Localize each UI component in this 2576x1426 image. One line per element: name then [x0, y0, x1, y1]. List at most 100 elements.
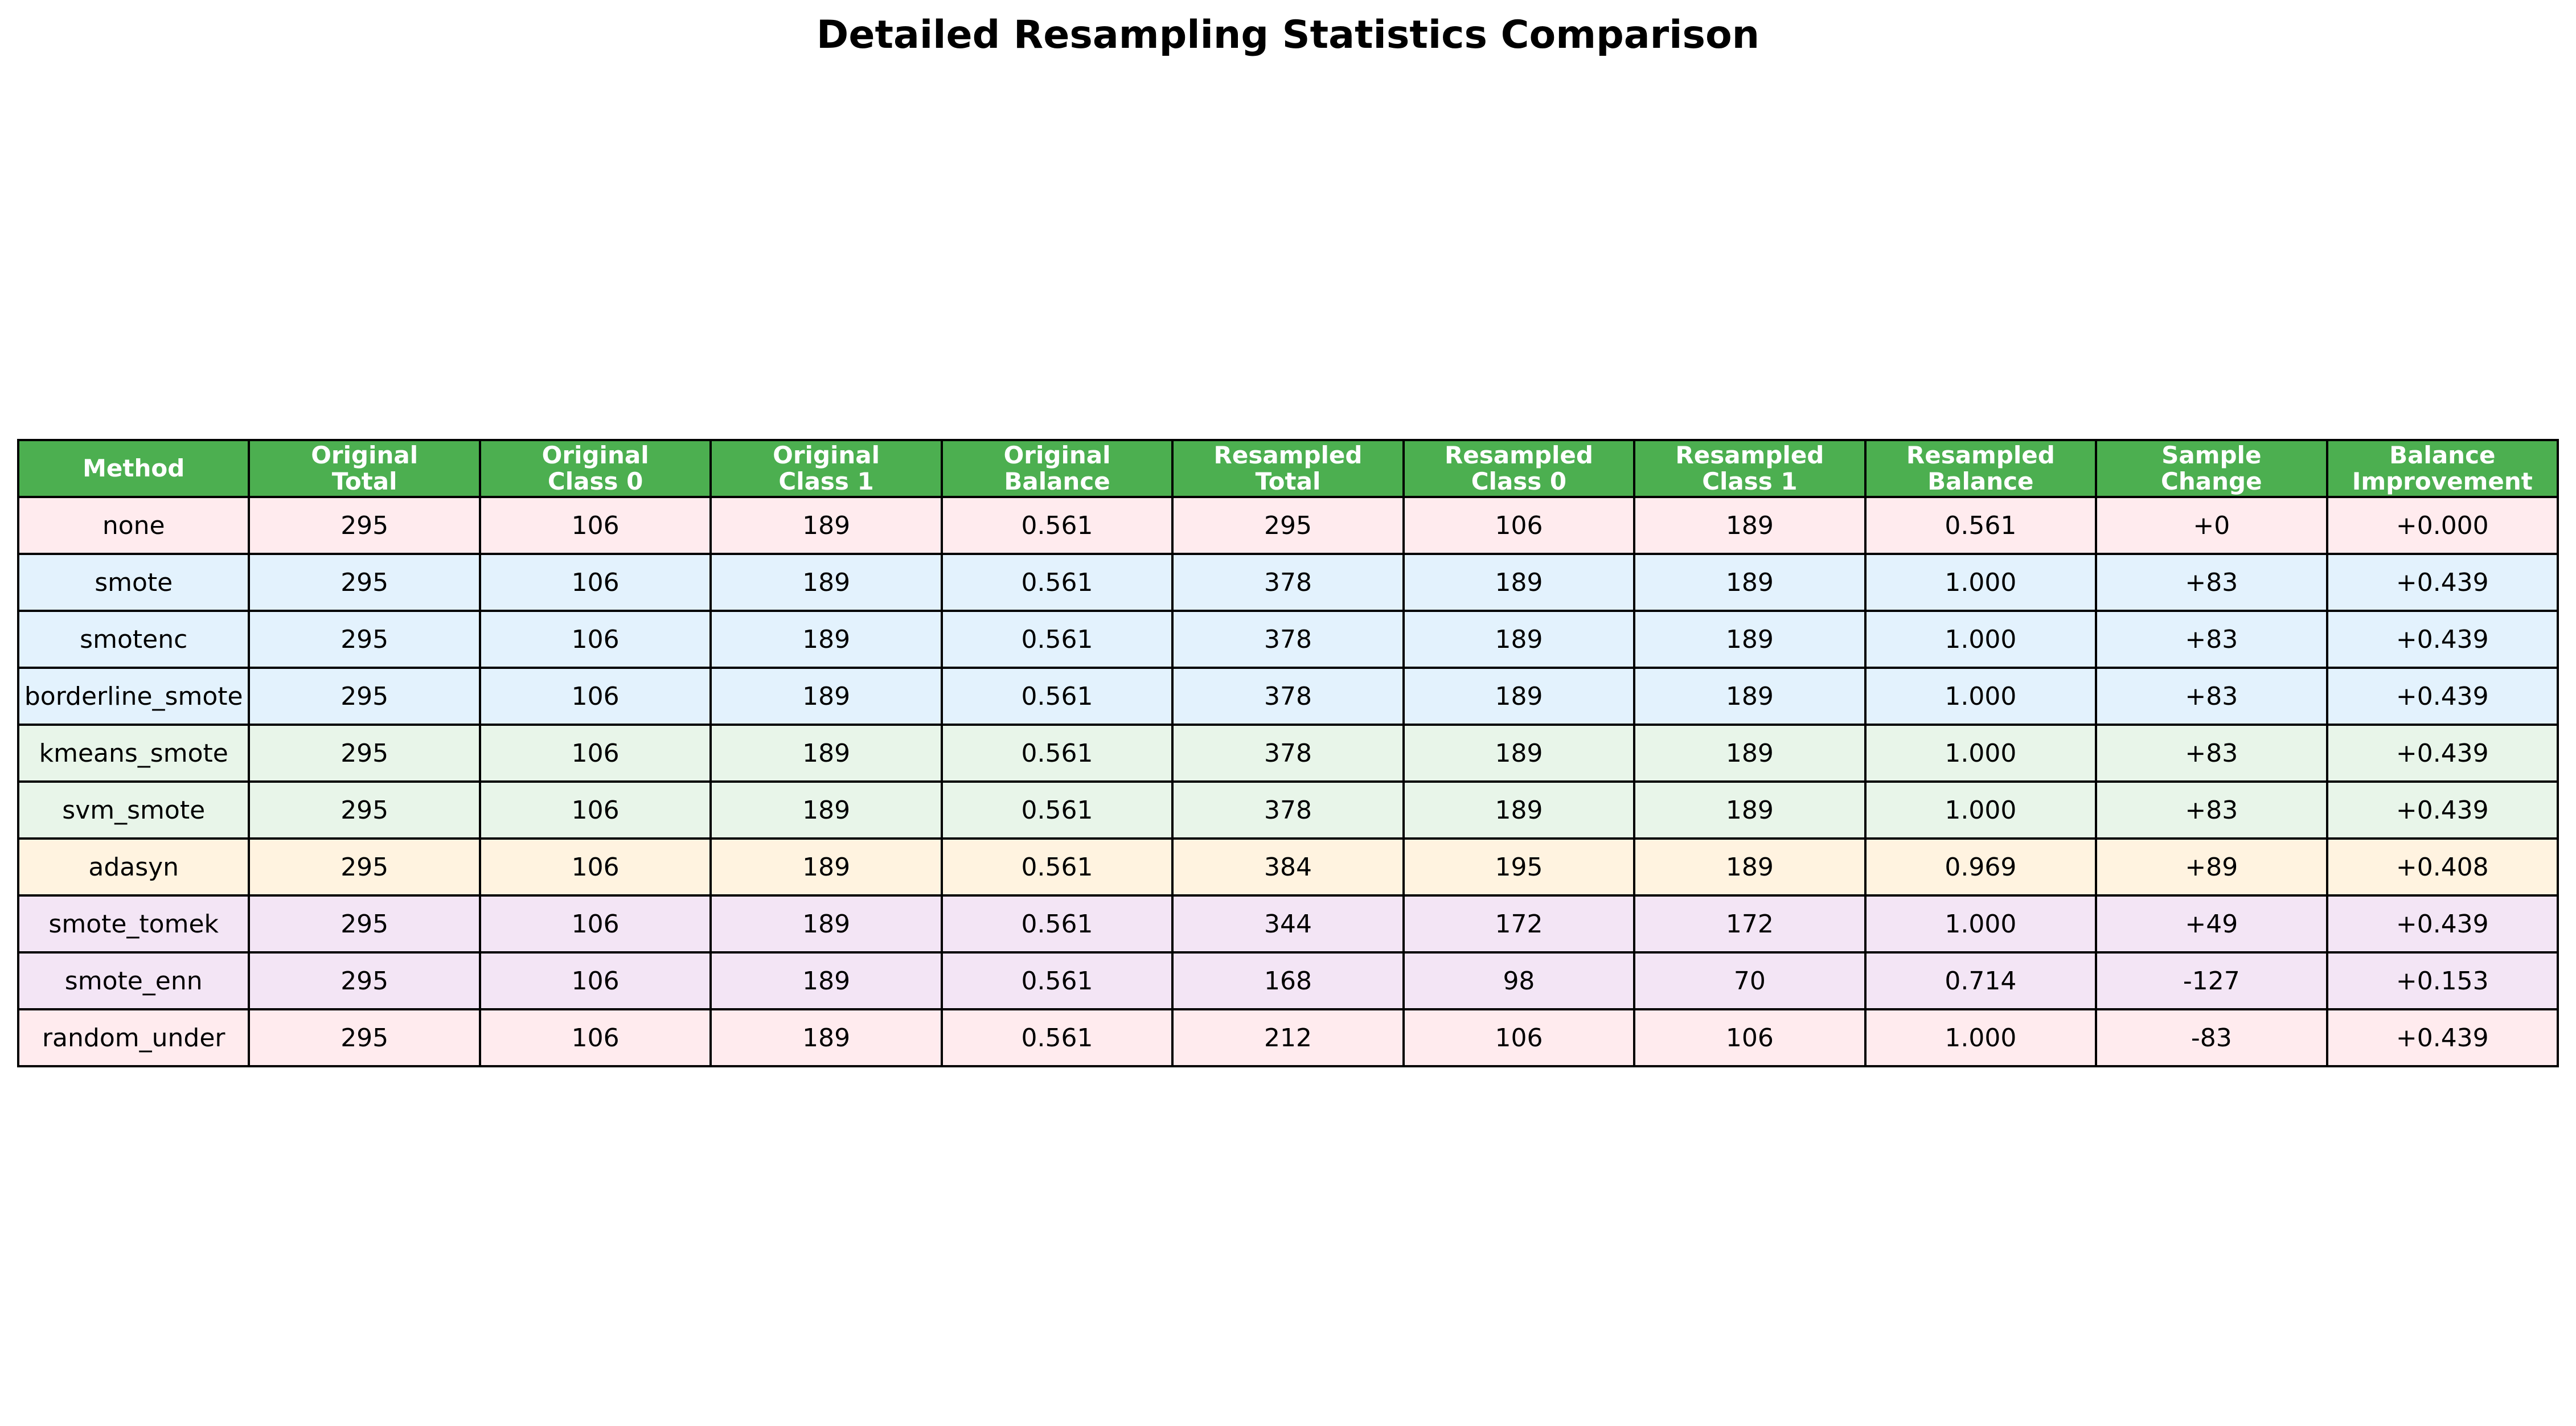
- table-cell: 106: [478, 1008, 712, 1067]
- table-cell: 295: [1171, 496, 1405, 555]
- method-cell: none: [17, 496, 251, 555]
- table-cell: +0.439: [2325, 780, 2559, 840]
- table-cell: +0: [2095, 496, 2328, 555]
- table-cell: 189: [1633, 553, 1867, 612]
- table-cell: 106: [1633, 1008, 1867, 1067]
- table-cell: 189: [709, 951, 943, 1010]
- table-cell: 1.000: [1864, 1008, 2098, 1067]
- table-cell: 168: [1171, 951, 1405, 1010]
- table-cell: 195: [1402, 837, 1636, 897]
- table-cell: 0.561: [940, 951, 1174, 1010]
- table-cell: +49: [2095, 894, 2328, 954]
- method-cell: kmeans_smote: [17, 724, 251, 783]
- table-cell: +83: [2095, 553, 2328, 612]
- column-header-line: Change: [2161, 467, 2262, 495]
- table-body: none 295 106 189 0.561 295 106 189 0.561 +0 +0.000…: [17, 496, 2559, 1067]
- table-cell: 344: [1171, 894, 1405, 954]
- table-cell: 189: [709, 724, 943, 783]
- table-row: smote 295 106 189 0.561 378 189 189 1.000 +83 +0.4…: [17, 553, 2559, 612]
- table-cell: 189: [709, 553, 943, 612]
- method-cell: smotenc: [17, 610, 251, 669]
- column-header-line: Balance: [1927, 467, 2034, 495]
- table-cell: 106: [478, 667, 712, 726]
- table-cell: 1.000: [1864, 667, 2098, 726]
- column-header-line: Total: [331, 467, 397, 495]
- method-cell: smote_tomek: [17, 894, 251, 954]
- method-cell: smote_enn: [17, 951, 251, 1010]
- table-row: svm_smote 295 106 189 0.561 378 189 189 1.000 +83…: [17, 780, 2559, 840]
- table-cell: 295: [248, 894, 481, 954]
- table-cell: 295: [248, 837, 481, 897]
- resampling-stats-table: Method Original Total Original Class 0 Origin…: [17, 439, 2559, 1067]
- table-cell: +83: [2095, 724, 2328, 783]
- stats-table-container: Method Original Total Original Class 0 Origin…: [17, 439, 2559, 1067]
- table-cell: +0.153: [2325, 951, 2559, 1010]
- column-header: Original Balance: [940, 439, 1174, 498]
- table-cell: 189: [709, 496, 943, 555]
- table-cell: +89: [2095, 837, 2328, 897]
- column-header-line: Resampled: [1906, 441, 2055, 469]
- table-cell: 189: [1633, 780, 1867, 840]
- table-cell: +0.439: [2325, 667, 2559, 726]
- table-cell: 0.561: [940, 894, 1174, 954]
- table-row: none 295 106 189 0.561 295 106 189 0.561 +0 +0.000: [17, 496, 2559, 555]
- column-header-line: Sample: [2161, 441, 2262, 469]
- column-header-line: Total: [1255, 467, 1321, 495]
- column-header-line: Class 1: [778, 467, 874, 495]
- column-header-line: Resampled: [1444, 441, 1593, 469]
- table-cell: 0.714: [1864, 951, 2098, 1010]
- table-cell: 189: [1633, 667, 1867, 726]
- table-cell: 189: [709, 1008, 943, 1067]
- table-cell: 106: [478, 496, 712, 555]
- table-cell: 295: [248, 610, 481, 669]
- column-header-line: Improvement: [2352, 467, 2533, 495]
- table-cell: +0.439: [2325, 1008, 2559, 1067]
- table-cell: 189: [1633, 724, 1867, 783]
- column-header-line: Balance: [1004, 467, 1110, 495]
- table-cell: 0.561: [940, 610, 1174, 669]
- table-cell: 189: [1402, 724, 1636, 783]
- table-row: adasyn 295 106 189 0.561 384 195 189 0.969 +89 +0.…: [17, 837, 2559, 897]
- table-cell: 189: [709, 837, 943, 897]
- table-row: kmeans_smote 295 106 189 0.561 378 189 189 1.000…: [17, 724, 2559, 783]
- column-header: Original Class 0: [478, 439, 712, 498]
- table-cell: +0.439: [2325, 894, 2559, 954]
- table-cell: 212: [1171, 1008, 1405, 1067]
- table-cell: 295: [248, 496, 481, 555]
- table-cell: +0.439: [2325, 553, 2559, 612]
- table-cell: 0.969: [1864, 837, 2098, 897]
- table-cell: 378: [1171, 780, 1405, 840]
- table-header-row: Method Original Total Original Class 0 Origin…: [17, 439, 2559, 498]
- table-cell: 189: [1402, 610, 1636, 669]
- column-header: Resampled Class 1: [1633, 439, 1867, 498]
- column-header: Original Class 1: [709, 439, 943, 498]
- table-cell: 295: [248, 667, 481, 726]
- method-cell: smote: [17, 553, 251, 612]
- method-cell: borderline_smote: [17, 667, 251, 726]
- table-cell: +0.000: [2325, 496, 2559, 555]
- column-header-line: Original: [542, 441, 649, 469]
- table-cell: 189: [1402, 553, 1636, 612]
- table-cell: -127: [2095, 951, 2328, 1010]
- table-cell: -83: [2095, 1008, 2328, 1067]
- table-cell: +0.408: [2325, 837, 2559, 897]
- column-header-line: Class 1: [1702, 467, 1798, 495]
- table-cell: 189: [1402, 780, 1636, 840]
- table-cell: 1.000: [1864, 553, 2098, 612]
- column-header: Resampled Class 0: [1402, 439, 1636, 498]
- table-cell: 172: [1402, 894, 1636, 954]
- column-header-line: Original: [311, 441, 419, 469]
- column-header-line: Class 0: [547, 467, 643, 495]
- column-header-line: Class 0: [1471, 467, 1567, 495]
- table-cell: 189: [1402, 667, 1636, 726]
- table-cell: 0.561: [940, 1008, 1174, 1067]
- column-header-line: Original: [1003, 441, 1111, 469]
- table-cell: 0.561: [940, 837, 1174, 897]
- table-cell: 378: [1171, 553, 1405, 612]
- table-cell: 70: [1633, 951, 1867, 1010]
- table-cell: 106: [478, 553, 712, 612]
- column-header: Resampled Balance: [1864, 439, 2098, 498]
- table-cell: 189: [709, 780, 943, 840]
- table-cell: +83: [2095, 780, 2328, 840]
- column-header-line: Balance: [2389, 441, 2496, 469]
